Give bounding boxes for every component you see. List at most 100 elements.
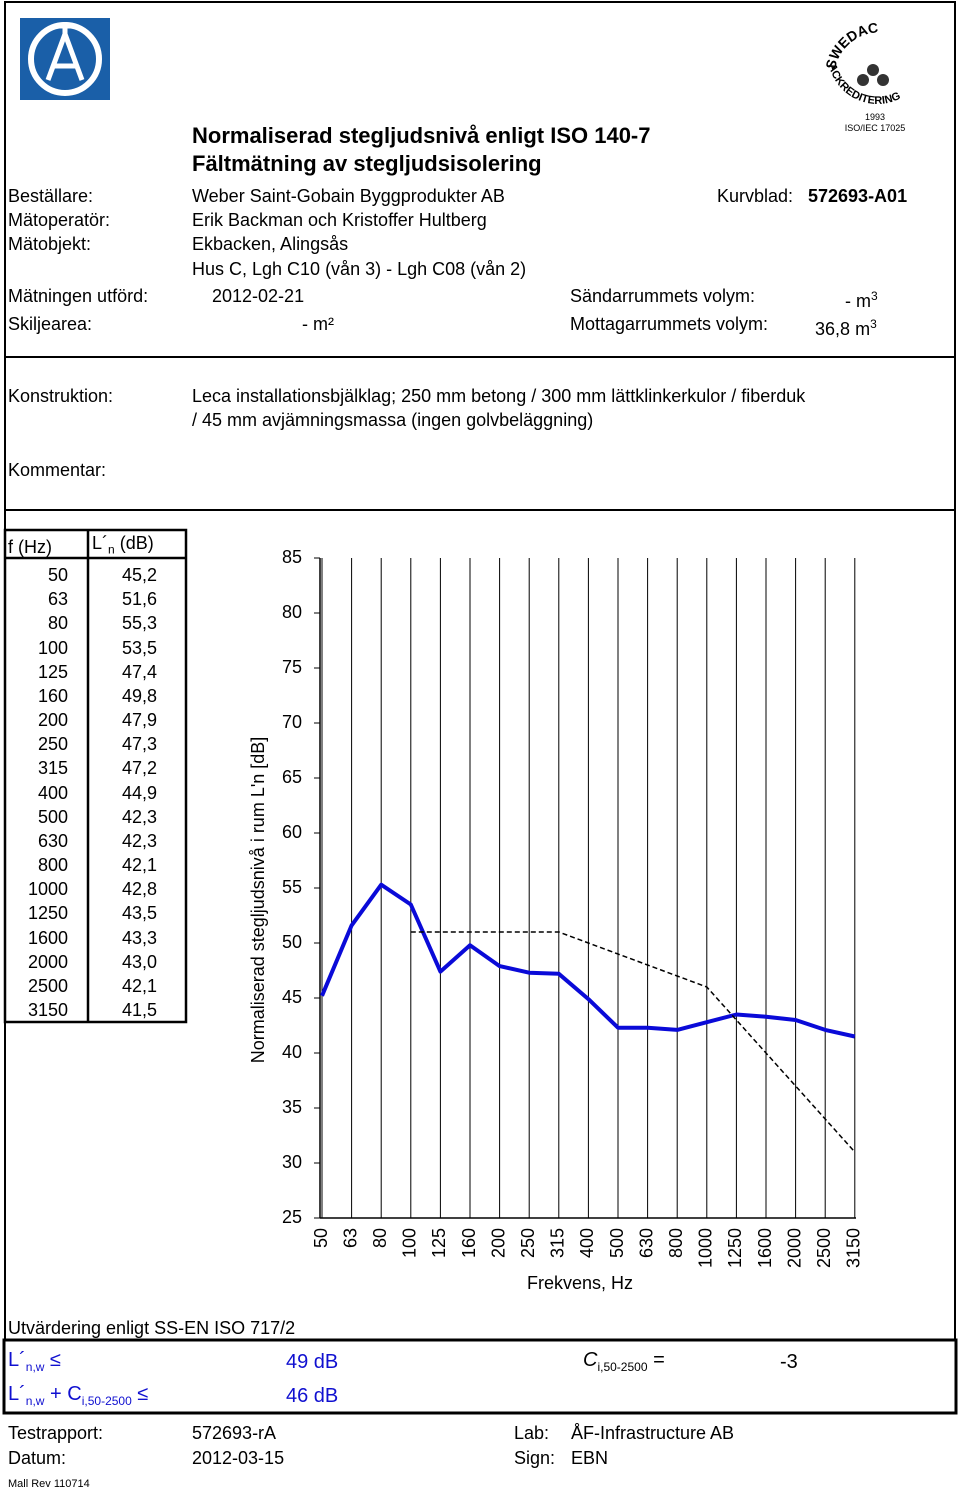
sum-value: 46 dB [286,1385,339,1407]
lnw: L´n,w ≤ [8,1350,61,1377]
label: Mätobjekt: [8,234,92,254]
table-cell: 55,3 [121,613,157,634]
y-tick-label: 60 [282,822,302,842]
sup: 3 [870,317,877,331]
data-line [320,882,856,1039]
table-cell: 3150 [27,1000,68,1021]
y-tick-label: 70 [282,712,302,732]
table-cell: 42,3 [121,830,157,851]
y-tick-label: 75 [282,657,302,677]
y-tick-label: 25 [282,1207,302,1227]
y-tick-label: 35 [282,1097,302,1117]
y-tick-label: 40 [282,1042,302,1062]
sub: n,w [25,1394,45,1408]
value: EBN [571,1448,609,1468]
value: 572693-A01 [808,186,908,206]
af-logo [20,18,110,100]
evaluation-title: Utvärdering enligt SS-EN ISO 717/2 [8,1318,296,1338]
value: 572693-rA [192,1423,277,1443]
subtitle: Fältmätning av stegljudsisolering [192,151,542,176]
swedac-logo: SWEDAC ACKREDITERING 1993 ISO/IEC 17025 [822,19,906,133]
table-cell: 51,6 [121,589,157,610]
y-axis-title: Normaliserad stegljudsnivå i rum L'n [dB… [248,737,268,1064]
table-cell: 47,9 [121,710,157,731]
swedac-text: 1993 [865,112,885,122]
table-cell: 400 [37,782,68,803]
x-tick-label: 100 [400,1228,420,1258]
value: 2012-02-21 [212,286,305,306]
table-cell: 1250 [27,903,68,924]
value: Erik Backman och Kristoffer Hultberg [192,210,487,230]
header-box [4,1,956,511]
value: - m [845,291,871,311]
text: ≤ [50,1349,62,1371]
swedac-text: SWEDAC [822,19,879,70]
x-tick-label: 125 [429,1228,449,1258]
table-cell: 45,2 [121,565,157,585]
value: ÅF-Infrastructure AB [571,1423,735,1443]
x-tick-label: 80 [370,1228,390,1248]
x-tick-label: 1250 [725,1228,745,1268]
x-tick-label: 315 [548,1228,568,1258]
label: Sändarrummets volym: [570,286,756,306]
y-tick-label: 50 [282,932,302,952]
table-cell: 315 [37,758,68,779]
label: Kurvblad: [717,186,794,206]
x-tick-label: 200 [488,1228,508,1258]
label: Beställare: [8,186,94,206]
label: Sign: [514,1448,556,1468]
text: = [653,1349,665,1371]
x-tick-label: 800 [666,1228,686,1258]
value: / 45 mm avjämningsmassa (ingen golvbeläg… [192,410,594,430]
text: ≤ [137,1383,149,1405]
table-cell: 42,3 [121,806,157,827]
value: 2012-03-15 [192,1448,285,1468]
value: Hus C, Lgh C10 (vån 3) - Lgh C08 (vån 2) [192,259,527,279]
table-cell: 160 [37,685,68,706]
reference-line [410,931,856,1153]
y-tick-label: 85 [282,547,302,567]
label: Mätningen utförd: [8,286,149,306]
text: L´ [8,1383,26,1405]
table-box [3,528,188,1024]
c-term: Ci,50-2500 = [583,1350,665,1377]
table-cell: 41,5 [121,1000,157,1021]
table-cell: 63 [47,589,68,610]
text: L´ [8,1349,26,1371]
sub: i,50-2500 [597,1360,648,1374]
table-cell: 630 [37,830,68,851]
value: Ekbacken, Alingsås [192,234,349,254]
table-cell: 44,9 [121,782,157,803]
table-cell: 200 [37,710,68,731]
table-cell: 125 [37,661,68,682]
table-cell: 2000 [27,951,68,972]
x-tick-label: 1600 [755,1228,775,1268]
label: Skiljearea: [8,314,93,334]
table-cell: 47,2 [121,758,157,779]
x-tick-label: 50 [311,1228,331,1248]
table-cell: 80 [47,613,68,634]
table-cell: 100 [37,637,68,658]
text: + C [50,1383,82,1405]
sub: n,w [25,1360,45,1374]
swedac-text: ISO/IEC 17025 [845,123,906,133]
text: C [583,1349,598,1371]
value: 36,8 m3 [815,314,877,339]
table-cell: 42,8 [121,879,157,900]
label: Konstruktion: [8,386,114,406]
x-tick-label: 160 [459,1228,479,1258]
svg-text:SWEDAC: SWEDAC [822,19,879,70]
revision: Mall Rev 110714 [8,1478,90,1490]
text: L´ [92,533,109,553]
y-tick-label: 55 [282,877,302,897]
sup: 3 [871,289,878,303]
table-header: L´n (dB) [92,533,154,560]
value: Weber Saint-Gobain Byggprodukter AB [192,186,505,206]
value: - m3 [845,286,878,311]
x-tick-label: 250 [518,1228,538,1258]
table-cell: 43,0 [121,951,157,972]
table-cell: 47,3 [121,734,157,755]
x-tick-label: 630 [636,1228,656,1258]
